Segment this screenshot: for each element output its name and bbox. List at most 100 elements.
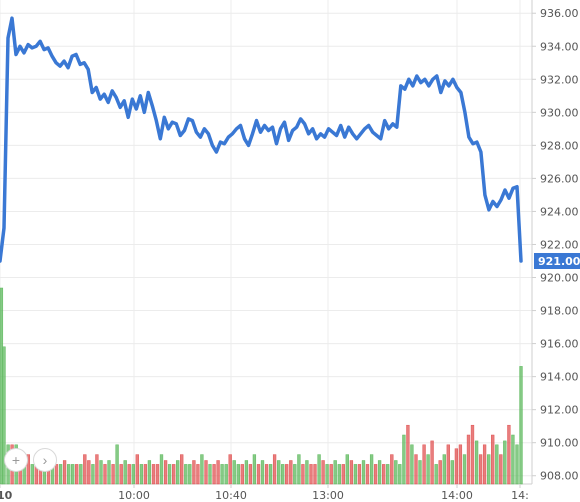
volume-bar — [341, 464, 345, 485]
volume-bar — [91, 464, 95, 485]
volume-bar — [163, 460, 168, 485]
volume-bar — [151, 464, 156, 485]
volume-bar — [135, 454, 139, 485]
volume-bar — [256, 464, 261, 485]
volume-bar — [414, 454, 418, 485]
volume-bar — [377, 460, 382, 485]
volume-bar — [123, 460, 127, 485]
x-tick-label: 14: — [511, 489, 529, 502]
x-tick-label: 10:40 — [215, 489, 247, 502]
volume-bar — [462, 454, 467, 485]
volume-bar — [111, 464, 115, 485]
volume-bar — [329, 464, 333, 485]
volume-bar — [87, 460, 91, 485]
volume-bar — [54, 464, 59, 485]
volume-bar — [325, 464, 329, 485]
volume-bar — [434, 464, 438, 485]
volume-bar — [208, 464, 212, 485]
volume-bar — [58, 464, 63, 485]
price-line — [0, 16, 523, 263]
last-price-text: 921.00 — [538, 255, 580, 268]
x-tick-label: 13:00 — [312, 489, 344, 502]
volume-bar — [515, 444, 519, 485]
volume-bar — [67, 464, 71, 485]
volume-bar — [252, 454, 257, 485]
volume-bar — [167, 464, 172, 485]
volume-bar — [268, 464, 273, 485]
volume-bar — [317, 454, 321, 485]
y-axis: 936.00 934.00 932.00 930.00 928.00 926.00 924.… — [532, 7, 579, 483]
volume-bar — [466, 434, 471, 485]
volume-bar — [281, 464, 285, 485]
volume-bar — [390, 454, 394, 485]
volume-bar — [438, 460, 442, 485]
last-price-badge — [534, 252, 580, 269]
volume-bar — [147, 460, 152, 485]
volume-bar — [224, 464, 228, 485]
volume-bar — [285, 464, 289, 485]
volume-bar — [71, 464, 75, 485]
volume-bar — [127, 464, 131, 485]
x-tick-label: 10 — [0, 489, 13, 502]
x-tick-label: 14:00 — [441, 489, 473, 502]
volume-bar — [454, 448, 459, 485]
volume-bar — [353, 464, 358, 485]
volume-bar — [418, 460, 422, 485]
volume-bar — [180, 454, 184, 485]
volume-bar — [204, 460, 208, 485]
volume-bar — [228, 454, 232, 485]
volume-bar — [192, 460, 196, 485]
scroll-next-button[interactable]: › — [33, 448, 57, 472]
volume-bar — [382, 464, 386, 485]
volume-bar — [519, 366, 523, 485]
volume-bar — [365, 464, 370, 485]
y-tick-label: 912.00 — [540, 404, 579, 417]
volume-bar — [394, 460, 398, 485]
volume-bar — [184, 464, 188, 485]
zoom-in-button[interactable]: + — [4, 448, 28, 472]
y-tick-label: 920.00 — [540, 272, 579, 285]
volume-bar — [240, 464, 244, 485]
volume-bar — [426, 454, 430, 485]
y-tick-label: 932.00 — [540, 73, 579, 86]
volume-bar — [495, 444, 499, 485]
volume-bar — [200, 454, 204, 485]
volume-bar — [244, 460, 249, 485]
y-tick-label: 908.00 — [540, 470, 579, 483]
volume-bars — [0, 287, 523, 485]
volume-bar — [155, 464, 160, 485]
volume-bar — [309, 464, 313, 485]
volume-bar — [305, 460, 309, 485]
volume-bar — [470, 424, 475, 485]
volume-bar — [79, 464, 83, 485]
x-tick-label: 10:00 — [118, 489, 150, 502]
volume-bar — [507, 424, 511, 485]
volume-bar — [301, 464, 305, 485]
y-tick-label: 914.00 — [540, 371, 579, 384]
y-tick-label: 926.00 — [540, 172, 579, 185]
volume-bar — [313, 464, 317, 485]
volume-bar — [220, 464, 224, 485]
volume-bar — [511, 434, 515, 485]
volume-bar — [99, 460, 103, 485]
volume-bar — [236, 464, 240, 485]
volume-bar — [115, 444, 119, 485]
volume-bar — [75, 464, 79, 485]
last-price-label: 921.00 — [534, 252, 580, 269]
volume-bar — [499, 454, 503, 485]
x-axis: 10 10:00 10:40 13:00 14:00 14: — [0, 484, 529, 502]
volume-bar — [248, 464, 253, 485]
volume-bar — [333, 460, 337, 485]
volume-bar — [349, 460, 354, 485]
price-line-group — [0, 16, 523, 263]
volume-bar — [337, 464, 341, 485]
volume-bar — [293, 464, 297, 485]
y-tick-label: 936.00 — [540, 7, 579, 20]
y-tick-label: 922.00 — [540, 238, 579, 251]
volume-bar — [458, 444, 463, 485]
y-tick-label: 916.00 — [540, 338, 579, 351]
volume-bar — [272, 454, 277, 485]
y-tick-label: 930.00 — [540, 106, 579, 119]
grid-lines — [0, 0, 533, 485]
